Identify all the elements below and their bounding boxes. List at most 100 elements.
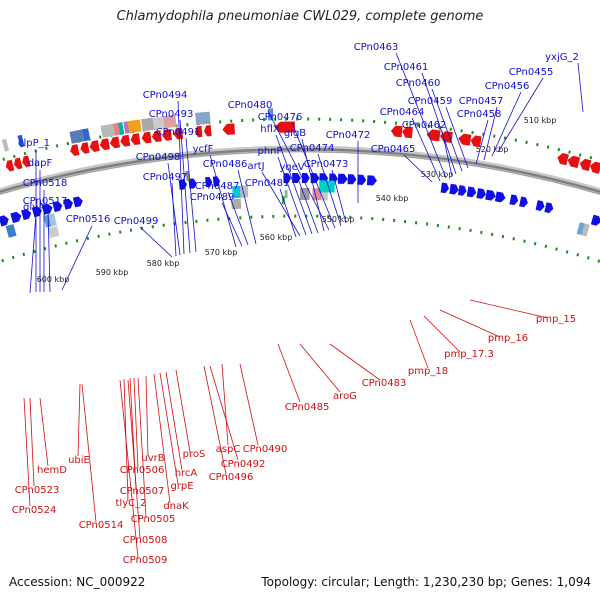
gene-label: CPn0486	[203, 159, 248, 170]
gene-label: CPn0458	[457, 109, 502, 120]
reverse-gene-arrow	[439, 131, 453, 143]
gene-label: CPn0487	[195, 181, 240, 192]
leader-line	[421, 72, 457, 175]
forward-gene-arrow	[449, 183, 459, 195]
leader-line	[331, 169, 347, 224]
accession-text: Accession: NC_000922	[9, 575, 146, 589]
gene-label: CPn0498	[136, 152, 181, 163]
leader-line	[299, 343, 341, 393]
gene-label: grpE	[170, 481, 193, 492]
gene-label: CPn0496	[209, 472, 254, 483]
gene-label: CPn0480	[228, 100, 273, 111]
leader-line	[145, 375, 149, 457]
gene-label: ycfF	[193, 144, 214, 155]
feature-block	[69, 129, 85, 144]
feature-block	[152, 116, 165, 130]
feature-block	[118, 122, 125, 135]
reverse-gene-arrow	[204, 125, 212, 137]
gene-label: CPn0524	[12, 505, 57, 516]
forward-gene-arrow	[72, 196, 83, 208]
reverse-gene-arrow	[590, 161, 600, 174]
leader-line	[175, 369, 191, 453]
leader-line	[469, 299, 549, 319]
leader-line	[329, 343, 381, 381]
map-title: Chlamydophila pneumoniae CWL029, complet…	[116, 9, 484, 24]
leader-line	[171, 182, 177, 257]
leader-line	[279, 188, 297, 238]
leader-line	[39, 397, 49, 467]
gene-features	[0, 108, 600, 238]
gene-label: proS	[183, 449, 206, 460]
forward-gene-arrow	[494, 191, 506, 203]
leader-line	[29, 213, 37, 294]
gene-label: CPn0463	[354, 42, 399, 53]
reverse-gene-arrow	[194, 125, 203, 138]
gene-label: CPn0518	[23, 178, 68, 189]
leader-line	[209, 365, 239, 461]
reverse-gene-arrow	[5, 159, 15, 172]
reverse-gene-arrow	[14, 157, 23, 170]
leader-line	[137, 377, 147, 518]
gene-label: CPn0499	[114, 216, 159, 227]
leader-line	[29, 397, 35, 487]
gene-label: CPn0474	[290, 143, 335, 154]
leader-line	[237, 169, 257, 245]
feature-block	[127, 119, 142, 134]
reverse-gene-arrow	[567, 155, 581, 169]
leader-line	[423, 315, 461, 353]
leader-line	[159, 372, 179, 485]
gene-label: artJ	[247, 161, 264, 172]
leader-line	[491, 91, 522, 157]
reverse-gene-arrow	[120, 134, 131, 147]
gene-label: CPn0493	[149, 109, 194, 120]
leader-line	[441, 130, 453, 177]
gene-label: CPn0491	[156, 127, 201, 138]
gene-label: CPn0485	[285, 402, 330, 413]
leader-line	[295, 172, 319, 234]
gene-label: CPn0497	[143, 172, 188, 183]
gene-label: glyA	[23, 202, 45, 213]
reverse-gene-arrow	[80, 142, 90, 154]
reverse-gene-arrow	[162, 129, 172, 141]
gene-label: CPn0508	[123, 535, 168, 546]
gene-label: CPn0465	[371, 144, 416, 155]
leader-line	[475, 119, 489, 165]
leader-line	[47, 207, 51, 293]
gene-label: CPn0456	[485, 81, 530, 92]
reverse-gene-arrow	[222, 123, 235, 135]
leader-line	[275, 134, 313, 235]
reverse-gene-arrow	[274, 121, 290, 133]
gene-label: CPn0516	[66, 214, 111, 225]
gene-label: ubiE	[68, 455, 90, 466]
gene-label: CPn0473	[304, 159, 349, 170]
gene-label: phnP	[257, 146, 282, 157]
gene-label: CPn0464	[380, 107, 425, 118]
gene-label: CPn0455	[509, 67, 554, 78]
reverse-gene-arrow	[390, 125, 403, 138]
gene-label: yxjG_2	[545, 52, 579, 63]
genome-backbone	[0, 145, 600, 196]
leader-line	[239, 363, 259, 446]
leader-line	[277, 156, 307, 236]
gene-label: CPn0476	[258, 112, 303, 123]
gene-label: hrcA	[175, 468, 198, 479]
leader-line	[483, 106, 498, 161]
feature-block	[284, 190, 288, 199]
gene-label: dapF	[28, 158, 53, 169]
forward-gene-arrow	[21, 209, 32, 221]
gene-label: CPn0507	[120, 486, 165, 497]
forward-gene-arrow	[476, 188, 486, 199]
leader-line	[23, 397, 31, 507]
leader-line	[497, 77, 544, 153]
gene-label: hflX	[260, 124, 280, 135]
reverse-gene-arrow	[70, 144, 80, 156]
gene-label: CPn0481	[245, 178, 290, 189]
gene-label: clpP_1	[18, 138, 50, 149]
scale-label: 560 kbp	[260, 233, 293, 242]
reverse-gene-arrow	[470, 135, 482, 148]
gene-label: CPn0492	[221, 459, 266, 470]
topology-summary: Topology: circular; Length: 1,230,230 bp…	[261, 575, 591, 589]
reverse-gene-arrow	[402, 126, 413, 139]
gene-label: CPn0514	[79, 520, 124, 531]
